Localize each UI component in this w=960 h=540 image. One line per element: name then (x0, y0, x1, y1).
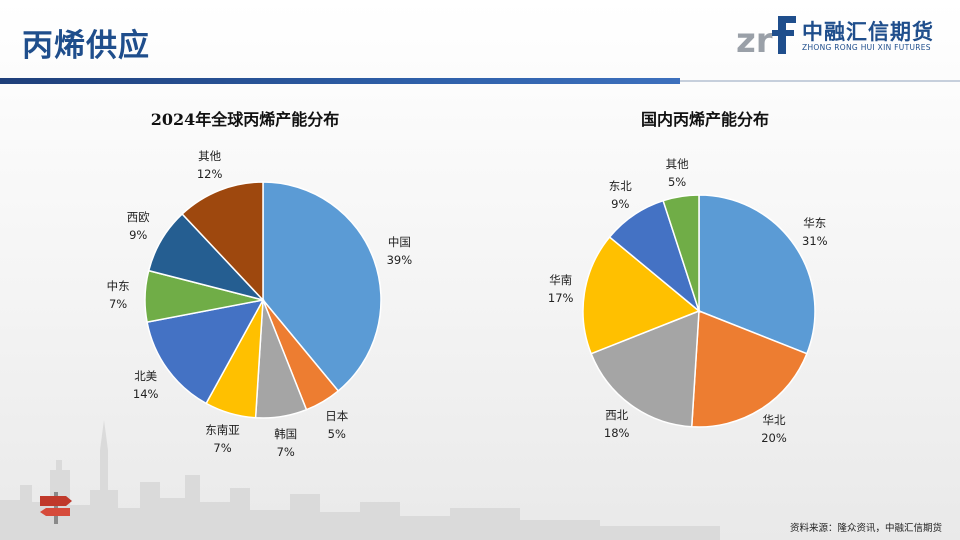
logo-english-name: ZHONG RONG HUI XIN FUTURES (802, 43, 931, 52)
slice-percent: 31% (802, 234, 828, 249)
slice-label-3: 韩国 7% (274, 425, 297, 461)
slice-label-6: 其他 5% (666, 155, 689, 191)
slice-percent: 14% (132, 387, 159, 402)
city-skyline-decoration (0, 420, 720, 540)
slice-category: 日本 (325, 408, 349, 423)
slice-label-1: 华东 31% (802, 214, 828, 250)
slice-category: 东南亚 (205, 423, 240, 438)
logo-chinese-name: 中融汇信期货 (802, 20, 934, 44)
slice-label-8: 其他 12% (197, 147, 223, 183)
slice-category: 北美 (134, 369, 158, 384)
zrf-logo-icon: zr (736, 16, 796, 58)
slice-category: 其他 (198, 149, 222, 164)
slice-category: 东北 (608, 179, 632, 194)
slice-category: 华北 (762, 413, 786, 428)
pie-slice-1 (698, 194, 816, 355)
slice-percent: 18% (603, 426, 630, 441)
slice-category: 其他 (665, 156, 689, 171)
svg-text:zr: zr (736, 21, 773, 58)
source-note: 资料来源：隆众资讯，中融汇信期货 (789, 523, 942, 534)
slice-percent: 7% (108, 297, 128, 312)
slice-label-5: 东北 9% (609, 177, 632, 213)
slice-percent: 17% (547, 291, 574, 306)
slice-label-7: 西欧 9% (127, 208, 150, 244)
pie-slice-2 (690, 309, 808, 428)
company-logo: zr 中融汇信期货 ZHONG RONG HUI XIN FUTURES (736, 12, 946, 58)
pie-slice-5 (146, 298, 265, 405)
slice-label-5: 北美 14% (133, 367, 159, 403)
slice-category: 西欧 (126, 210, 150, 225)
pie-slice-1 (262, 181, 382, 392)
slice-category: 华东 (803, 216, 827, 231)
pie-slice-4 (582, 236, 701, 355)
header-divider (680, 80, 960, 82)
slice-category: 西北 (605, 408, 629, 423)
slice-category: 华南 (549, 273, 573, 288)
slice-label-2: 华北 20% (761, 411, 787, 447)
slice-percent: 12% (196, 167, 223, 182)
slice-percent: 7% (276, 445, 295, 460)
header-accent-bar (0, 78, 680, 84)
chart-title: 2024年全球丙烯产能分布 (150, 110, 340, 129)
slice-category: 韩国 (274, 427, 298, 442)
slice-label-4: 东南亚 7% (205, 421, 240, 457)
slice-label-1: 中国 39% (387, 233, 413, 269)
slice-percent: 5% (667, 174, 687, 189)
slice-category: 中国 (387, 234, 411, 249)
pie-slice-8 (181, 181, 264, 302)
slide-header: 丙烯供应 zr 中融汇信期货 ZHONG RONG HUI XIN FUTURE… (0, 0, 960, 86)
pie-slice-3 (590, 309, 700, 428)
slice-percent: 5% (327, 426, 346, 441)
slice-percent: 39% (386, 252, 413, 267)
slice-label-2: 日本 5% (325, 407, 348, 443)
slice-percent: 20% (761, 431, 787, 446)
slice-percent: 9% (129, 228, 148, 243)
slice-category: 中东 (106, 279, 130, 294)
slice-percent: 7% (213, 441, 232, 456)
slice-label-6: 中东 7% (107, 277, 130, 313)
slice-label-4: 华南 17% (548, 271, 574, 307)
page-title: 丙烯供应 (22, 28, 150, 64)
pie-slice-6 (662, 194, 700, 312)
chart-title: 国内丙烯产能分布 (640, 110, 770, 129)
slice-percent: 9% (611, 197, 630, 212)
signpost-icon (40, 492, 72, 524)
slice-label-3: 西北 18% (604, 406, 630, 442)
